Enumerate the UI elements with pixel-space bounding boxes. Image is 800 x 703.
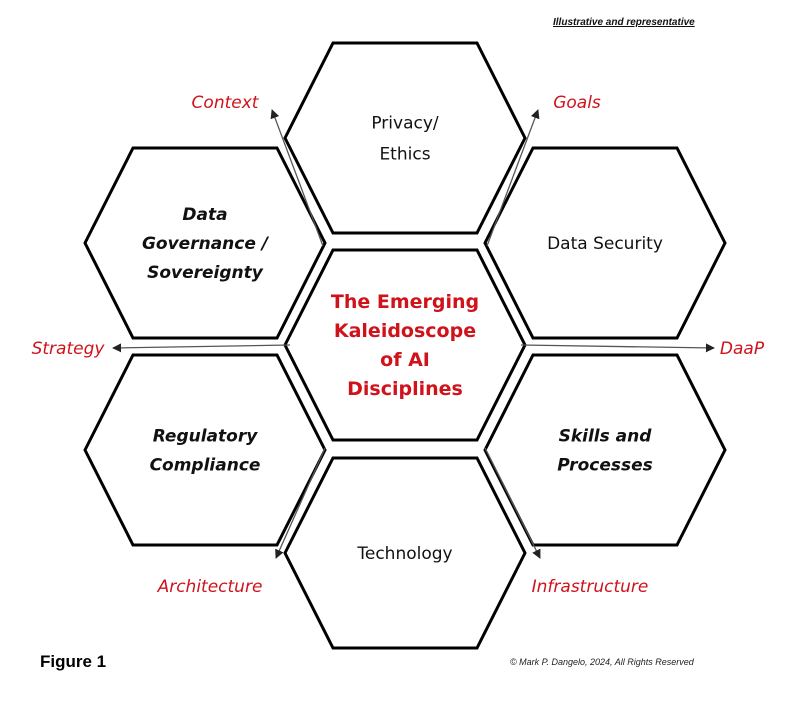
- hexagon-data-security: [483, 146, 727, 340]
- hexagon-privacy-label-line: Ethics: [379, 144, 430, 164]
- copyright-text: © Mark P. Dangelo, 2024, All Rights Rese…: [510, 657, 694, 667]
- daap-arrow: [520, 343, 715, 353]
- center-title-line: of AI: [380, 349, 430, 371]
- center-title-line: The Emerging: [331, 291, 479, 313]
- hexagon-privacy: [283, 41, 527, 235]
- hexagon-data-security-label-line: Data Security: [547, 234, 663, 254]
- strategy-arrow: [112, 343, 291, 353]
- figure-label: Figure 1: [40, 652, 107, 671]
- hexagon-technology: [283, 456, 527, 650]
- hexagon-regulatory: [83, 353, 327, 547]
- goals-label: Goals: [553, 93, 601, 113]
- hexagon-skills-label-line: Processes: [557, 455, 653, 475]
- infrastructure-label: Infrastructure: [532, 577, 649, 597]
- infrastructure-arrow: [484, 447, 541, 559]
- daap-label: DaaP: [720, 339, 765, 359]
- illustrative-note: Illustrative and representative: [553, 17, 695, 28]
- context-label: Context: [192, 93, 260, 113]
- hexagon-privacy-label-line: Privacy/: [371, 113, 439, 133]
- hexagon-data-governance-label-line: Governance /: [142, 234, 270, 254]
- center-hexagon: [283, 248, 527, 442]
- hexagon-technology-label-line: Technology: [356, 544, 452, 564]
- goals-arrow: [486, 109, 540, 247]
- strategy-label: Strategy: [32, 339, 106, 359]
- architecture-arrow: [275, 447, 326, 559]
- architecture-label: Architecture: [157, 577, 263, 597]
- hexagon-data-governance: [83, 146, 327, 340]
- hexagon-data-governance-label-line: Data: [182, 205, 227, 225]
- hexagon-skills: [483, 353, 727, 547]
- hexagon-skills-label-line: Skills and: [559, 426, 653, 446]
- hexagon-regulatory-label-line: Compliance: [150, 455, 261, 475]
- context-arrow: [270, 109, 324, 247]
- center-title-line: Kaleidoscope: [334, 320, 476, 342]
- center-title-line: Disciplines: [347, 378, 463, 400]
- hexagon-regulatory-label-line: Regulatory: [153, 426, 259, 446]
- hexagon-data-governance-label-line: Sovereignty: [147, 263, 264, 283]
